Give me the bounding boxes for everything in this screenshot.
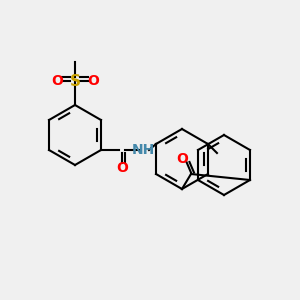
Text: O: O (116, 161, 128, 175)
Text: O: O (51, 74, 63, 88)
Text: O: O (87, 74, 99, 88)
Text: S: S (70, 74, 80, 88)
Text: NH: NH (131, 143, 154, 157)
Text: O: O (176, 152, 188, 166)
